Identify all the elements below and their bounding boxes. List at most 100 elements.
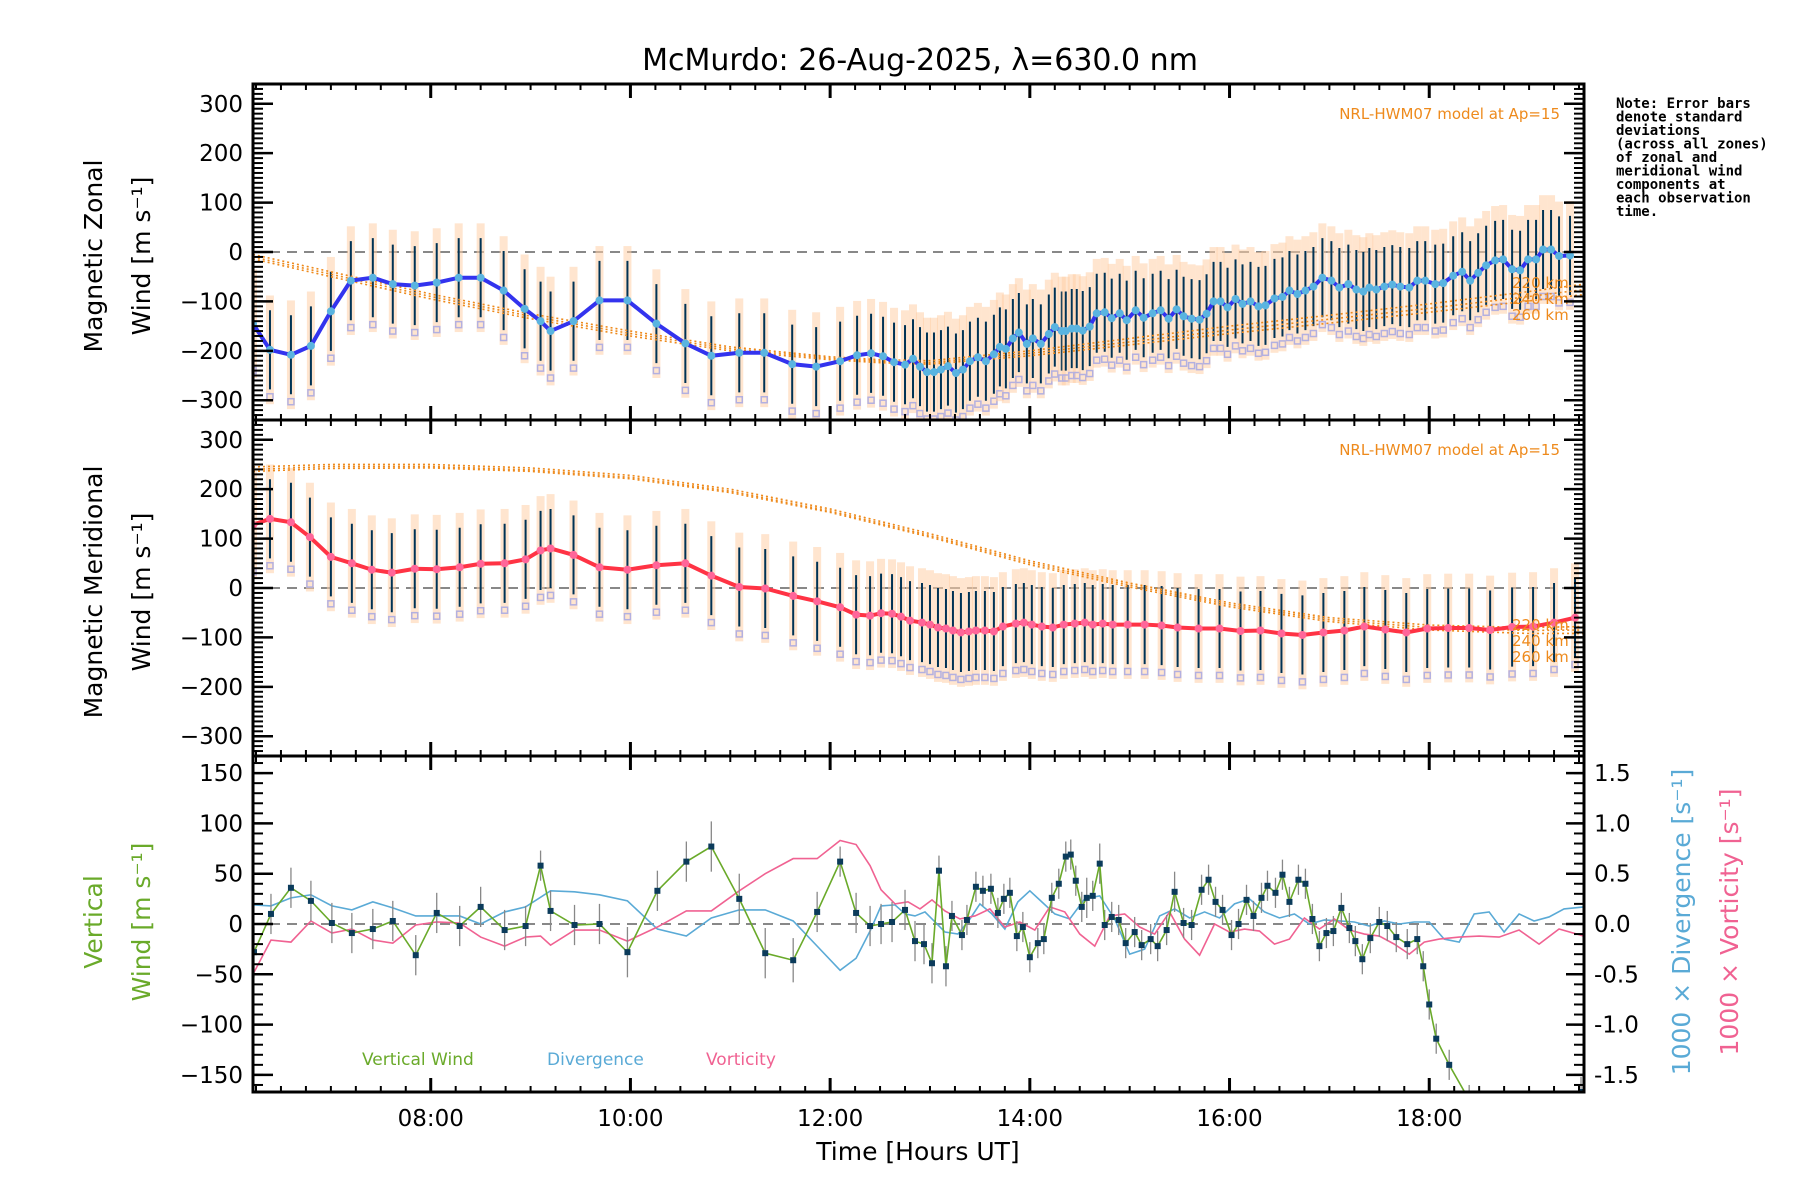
wind-point <box>1037 622 1046 631</box>
vertical-wind-line <box>253 845 1582 1092</box>
zone-sample <box>1298 678 1307 686</box>
vertical-wind-point <box>1264 882 1271 889</box>
zone-sample <box>1164 361 1173 370</box>
wind-point <box>368 273 377 282</box>
wind-point <box>499 286 508 295</box>
zone-sample <box>1131 353 1140 361</box>
wind-point <box>1028 334 1037 343</box>
wind-point <box>432 278 441 287</box>
vertical-wind-point <box>979 887 986 894</box>
wind-point <box>1499 255 1508 264</box>
wind-point <box>1223 303 1232 312</box>
zone-sample <box>879 399 887 407</box>
zone-sample <box>327 600 335 608</box>
y-tick-label: 0 <box>228 912 243 938</box>
zone-sample <box>1344 327 1353 335</box>
wind-point <box>1319 628 1328 637</box>
vertical-wind-point <box>1078 903 1085 910</box>
zone-sample <box>595 610 604 618</box>
zone-sample <box>982 404 990 412</box>
zone-sample <box>990 397 998 405</box>
zone-sample <box>981 673 989 682</box>
zone-sample <box>499 333 508 342</box>
vertical-wind-point <box>867 923 874 930</box>
svg-text:1000 × Divergence [s⁻¹]: 1000 × Divergence [s⁻¹] <box>1667 769 1696 1076</box>
vertical-wind-point <box>1295 876 1302 883</box>
wind-point <box>1036 339 1045 348</box>
note-line: Note: Error bars <box>1616 96 1751 112</box>
wind-point <box>1482 261 1491 270</box>
wind-point <box>536 317 545 326</box>
model-line <box>253 467 1584 635</box>
zone-sample <box>1015 375 1023 384</box>
y-tick-label: −100 <box>180 625 243 651</box>
wind-point <box>1254 302 1263 311</box>
wind-point <box>500 559 509 568</box>
wind-point <box>788 360 797 369</box>
legend-divergence: Divergence <box>547 1050 644 1070</box>
vertical-wind-point <box>1346 925 1353 932</box>
zone-sample <box>707 398 716 407</box>
vertical-wind-point <box>267 910 274 917</box>
wind-point <box>347 559 356 568</box>
altitude-label: 260 km <box>1512 306 1569 324</box>
note-line: of zonal and <box>1616 150 1717 166</box>
zone-sample <box>327 354 335 362</box>
zone-sample <box>1285 333 1294 342</box>
altitude-label: 240 km <box>1512 632 1569 650</box>
zone-sample <box>1340 673 1349 682</box>
wind-point <box>595 296 604 305</box>
zone-sample <box>347 323 355 332</box>
x-tick-label: 10:00 <box>597 1106 663 1132</box>
vertical-wind-point <box>328 919 335 926</box>
vertical-wind-point <box>654 887 661 894</box>
vertical-wind-point <box>1115 916 1122 923</box>
zone-sample <box>1555 299 1563 307</box>
vertical-wind-point <box>853 909 860 916</box>
vertical-wind-point <box>1393 934 1400 941</box>
vertical-wind-point <box>1338 904 1345 911</box>
zone-sample <box>681 386 690 395</box>
wind-point <box>877 609 886 618</box>
zone-sample <box>1309 329 1318 338</box>
zone-sample <box>944 409 952 417</box>
svg-text:Wind [m s⁻¹]: Wind [m s⁻¹] <box>127 843 156 1002</box>
wind-point <box>1256 626 1265 635</box>
vertical-wind-point <box>1000 895 1007 902</box>
wind-point <box>1285 286 1294 295</box>
wind-point <box>652 561 661 570</box>
zone-sample <box>1081 665 1089 674</box>
wind-point <box>906 616 915 625</box>
wind-point <box>989 627 998 636</box>
vertical-wind-point <box>1323 930 1330 937</box>
vertical-wind-point <box>348 930 355 937</box>
vertical-wind-point <box>912 938 919 945</box>
zone-sample <box>1539 292 1547 301</box>
zone-sample <box>1465 671 1473 679</box>
zone-sample <box>990 674 998 683</box>
vertical-wind-point <box>1219 906 1226 913</box>
note-line: meridional wind <box>1616 164 1742 180</box>
zone-sample <box>1071 666 1079 675</box>
wind-point <box>1123 620 1132 629</box>
vertical-wind-point <box>1048 894 1055 901</box>
wind-point <box>941 624 950 633</box>
wind-point <box>925 620 934 629</box>
zone-sample <box>853 398 861 406</box>
vertical-wind-point <box>790 957 797 964</box>
wind-point <box>286 518 295 527</box>
vertical-wind-point <box>1376 918 1383 925</box>
wind-point <box>901 360 910 369</box>
wind-point <box>1516 266 1525 275</box>
vertical-wind-point <box>1147 936 1154 943</box>
vertical-wind-point <box>958 932 965 939</box>
zone-sample <box>1380 329 1389 338</box>
model-line <box>253 465 1584 632</box>
wind-point <box>595 563 604 572</box>
y-tick-label: 100 <box>199 811 243 837</box>
zone-sample <box>1194 671 1203 680</box>
zone-sample <box>536 593 545 602</box>
zone-sample <box>623 343 632 352</box>
vertical-wind-point <box>1026 954 1033 961</box>
